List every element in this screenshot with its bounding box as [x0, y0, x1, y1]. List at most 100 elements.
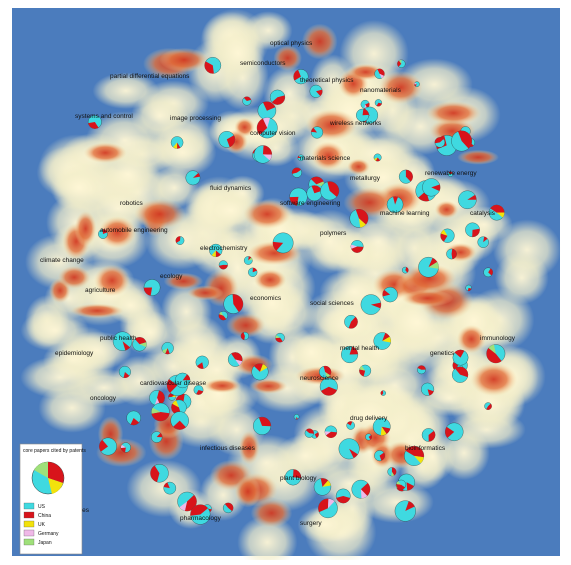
pie-wedge [262, 145, 272, 155]
density-glow [50, 164, 108, 211]
pie-wedge [359, 366, 366, 371]
pie-wedge [215, 250, 221, 257]
pie-wedge [360, 489, 368, 499]
density-core [134, 198, 186, 230]
pie-wedge [483, 236, 488, 243]
pie-wedge [380, 426, 387, 436]
area-label: public health [100, 335, 137, 342]
pie-wedge [175, 236, 181, 243]
pie [185, 170, 201, 186]
area-label: catalysis [470, 210, 496, 217]
area-label: partial differential equations [110, 73, 190, 80]
pie-wedge [454, 349, 465, 358]
pie-wedge [165, 348, 170, 355]
pie-wedge [347, 421, 353, 426]
pie-wedge [232, 294, 244, 312]
density-core [226, 312, 266, 338]
pie-wedge [397, 60, 402, 67]
pie-wedge [327, 181, 339, 197]
pie-wedge [243, 96, 252, 102]
density-core [250, 498, 293, 528]
area-label: software engineering [280, 200, 341, 207]
pie-wedge [396, 483, 406, 490]
pie-wedge [130, 417, 140, 426]
pie-wedge [197, 362, 204, 369]
pie-wedge [173, 420, 186, 430]
area-label: semiconductors [240, 60, 286, 67]
pie-wedge [377, 68, 385, 76]
pie-wedge [258, 417, 271, 427]
pie-wedge [396, 481, 402, 485]
pie-wedge [226, 135, 235, 148]
pie-wedge [293, 69, 301, 81]
pie-wedge [156, 433, 163, 438]
legend-swatch [23, 520, 35, 528]
area-label: computer vision [250, 130, 296, 137]
density-core [401, 289, 454, 307]
density-core [57, 265, 91, 289]
density-core [425, 101, 482, 126]
pie-wedge [311, 127, 318, 133]
pie-wedge [455, 366, 469, 378]
area-label: materials science [300, 155, 351, 162]
pie-wedge [376, 102, 382, 107]
area-label: genetics [430, 350, 455, 357]
pie-wedge [248, 257, 253, 261]
pie-wedge [368, 434, 372, 440]
pie-wedge [139, 342, 147, 347]
pie-wedge [496, 212, 505, 218]
density-glow [494, 251, 549, 305]
legend-pie-wedge [48, 462, 64, 483]
pie-wedge [370, 302, 381, 309]
pie-wedge [445, 426, 455, 438]
pie-wedge [428, 430, 436, 442]
density-glow [20, 356, 100, 399]
pie-wedge [262, 154, 272, 161]
legend-label: US [38, 504, 46, 510]
pie-wedge [150, 465, 160, 482]
pie-wedge [393, 196, 398, 205]
area-label: fluid dynamics [210, 185, 252, 192]
pie-wedge [275, 335, 281, 339]
pie-wedge [351, 246, 364, 253]
area-label: robotics [120, 200, 144, 207]
legend: core papers cited by patents US China UK Ge… [19, 443, 86, 555]
area-label: immunology [480, 335, 516, 342]
pie-wedge [272, 241, 284, 251]
pie-wedge [417, 365, 426, 370]
legend-swatch [23, 511, 35, 519]
pie-wedge [434, 137, 444, 144]
area-label: bioinformatics [405, 445, 446, 452]
pie-wedge [325, 371, 331, 378]
pie-wedge [327, 498, 335, 509]
area-label: optical physics [270, 40, 313, 47]
density-core [163, 272, 204, 290]
pie-wedge [398, 59, 402, 64]
pie-wedge [219, 264, 228, 270]
legend-pie-wedge [34, 461, 48, 478]
pie-wedge [162, 348, 168, 354]
pie-wedge [311, 185, 322, 194]
pie-wedge [414, 82, 417, 85]
pie-wedge [151, 407, 161, 414]
pie-wedge [296, 416, 298, 420]
density-glow [237, 515, 298, 565]
area-label: theoretical physics [300, 77, 354, 84]
pie-wedge [275, 337, 283, 343]
area-label: wireless networks [329, 120, 382, 127]
pie-wedge [355, 209, 369, 225]
pie-wedge [254, 363, 263, 372]
density-core [94, 264, 131, 297]
pie-wedge [262, 117, 270, 128]
pie-wedge [260, 364, 268, 372]
pie-wedge [391, 467, 397, 476]
density-core [347, 158, 371, 175]
area-label: epidemiology [55, 350, 94, 357]
density-glow [20, 309, 89, 352]
pie-wedge [310, 176, 324, 185]
density-core [301, 23, 338, 60]
pie-wedge [134, 337, 147, 345]
density-core [243, 199, 292, 230]
density-core [378, 70, 423, 105]
